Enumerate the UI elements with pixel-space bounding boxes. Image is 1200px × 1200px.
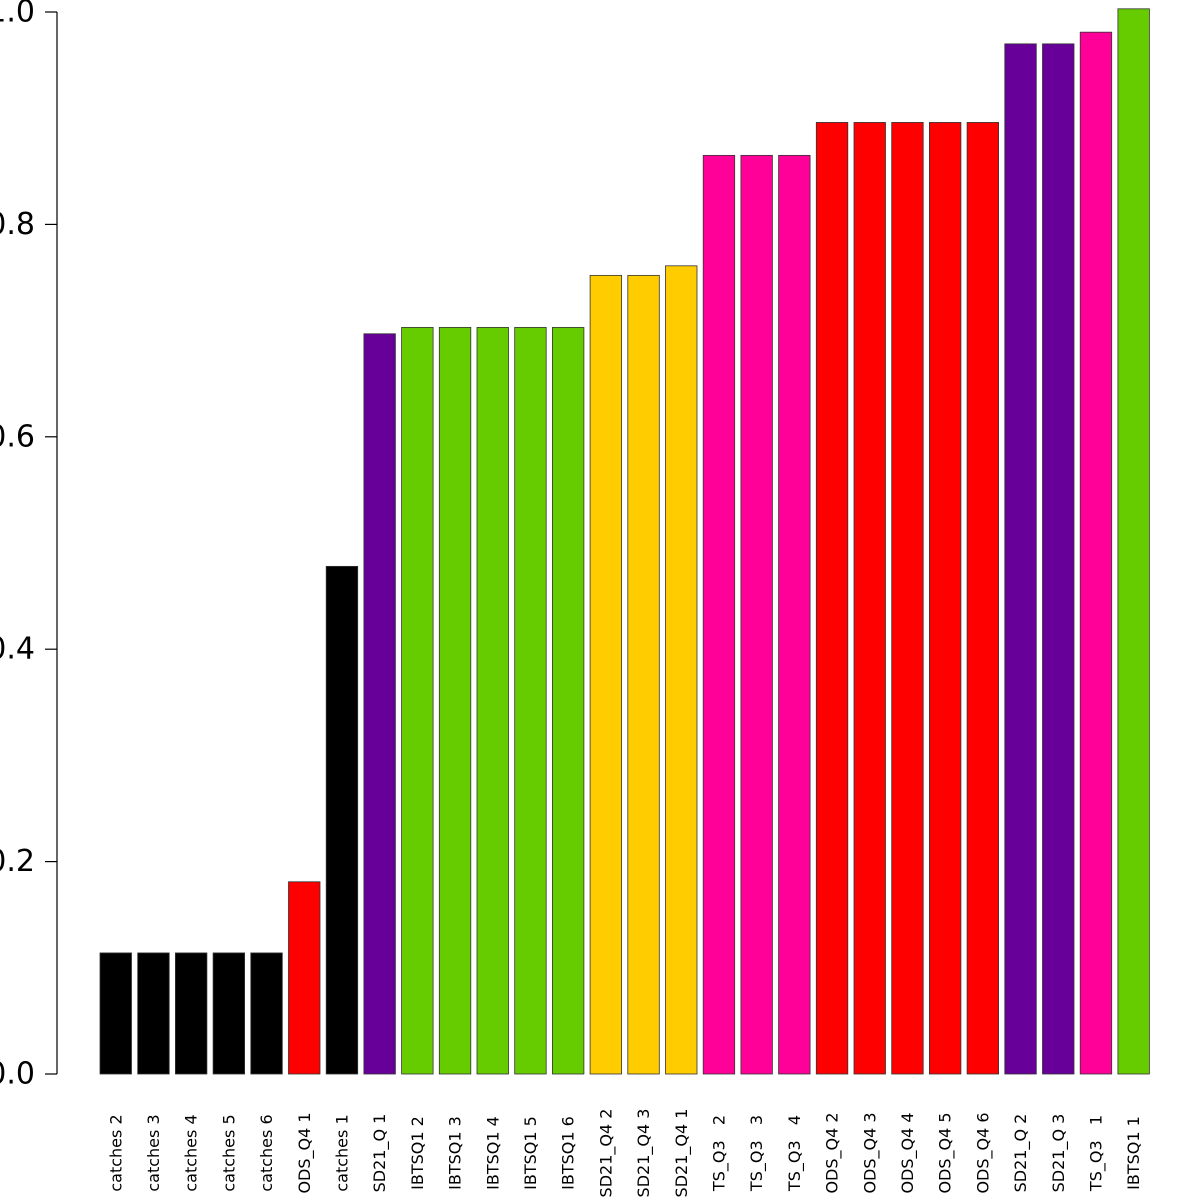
bar xyxy=(250,952,283,1075)
category-label: SD21_Q 1 xyxy=(370,1114,390,1193)
bar xyxy=(665,265,698,1075)
bar xyxy=(1042,43,1075,1075)
category-label: IBTSQ1 5 xyxy=(521,1116,540,1190)
category-label: ODS_Q4 1 xyxy=(295,1112,315,1193)
bar xyxy=(325,565,359,1075)
category-label: catches 5 xyxy=(219,1114,238,1191)
category-label: SD21_Q4 2 xyxy=(596,1109,616,1198)
category-label: IBTSQ1 3 xyxy=(446,1116,465,1190)
bar xyxy=(514,327,547,1075)
bar xyxy=(401,327,434,1075)
bar xyxy=(99,952,132,1075)
category-label: catches 3 xyxy=(144,1114,163,1191)
bar xyxy=(589,274,622,1075)
category-label: TS_Q3 2 xyxy=(709,1115,729,1192)
category-label: catches 2 xyxy=(106,1114,125,1191)
y-tick-label: 1.0 xyxy=(0,0,35,30)
category-label: TS_Q3 4 xyxy=(785,1115,805,1192)
category-label: IBTSQ1 1 xyxy=(1124,1116,1143,1190)
bar xyxy=(966,122,999,1075)
bar xyxy=(438,327,472,1075)
bar xyxy=(702,154,736,1075)
bars xyxy=(99,8,1150,1075)
category-label: SD21_Q4 1 xyxy=(672,1109,692,1198)
category-label: SD21_Q4 3 xyxy=(634,1109,654,1198)
category-label: catches 4 xyxy=(182,1114,201,1191)
category-label: TS_Q3 1 xyxy=(1086,1115,1106,1192)
category-label: ODS_Q4 5 xyxy=(936,1112,956,1193)
y-tick-label: 0.4 xyxy=(0,632,35,667)
category-label: catches 1 xyxy=(332,1114,351,1191)
bar xyxy=(1117,8,1150,1075)
bar xyxy=(552,327,585,1075)
y-tick-label: 0.2 xyxy=(0,844,35,879)
category-label: TS_Q3 3 xyxy=(747,1115,767,1192)
category-label: catches 6 xyxy=(257,1114,276,1191)
category-label: ODS_Q4 6 xyxy=(973,1112,993,1193)
bar xyxy=(891,122,924,1075)
category-label: ODS_Q4 4 xyxy=(898,1112,918,1193)
bar xyxy=(1004,43,1037,1075)
bar xyxy=(853,122,886,1075)
bar xyxy=(212,952,246,1075)
category-label: ODS_Q4 3 xyxy=(860,1112,880,1193)
bar xyxy=(476,327,509,1075)
bar xyxy=(363,333,396,1075)
y-tick-label: 0.8 xyxy=(0,207,35,242)
bar xyxy=(137,952,170,1075)
category-label: IBTSQ1 6 xyxy=(559,1116,578,1190)
y-axis: 0.0 0.2 0.4 0.6 0.8 1.0 xyxy=(0,0,58,1092)
bar xyxy=(778,154,811,1075)
category-label: SD21_Q 2 xyxy=(1011,1114,1031,1193)
y-tick-label: 0.0 xyxy=(0,1057,35,1092)
category-label: IBTSQ1 2 xyxy=(408,1116,427,1190)
category-label: IBTSQ1 4 xyxy=(483,1116,502,1190)
bar xyxy=(288,881,321,1075)
y-tick-label: 0.6 xyxy=(0,419,35,454)
bar xyxy=(174,952,208,1075)
bar xyxy=(740,154,773,1075)
bar xyxy=(815,122,849,1075)
bar xyxy=(1079,31,1113,1075)
bar xyxy=(929,122,962,1075)
category-labels: catches 2 catches 3 catches 4 catches 5 catc… xyxy=(106,1109,1143,1198)
bar xyxy=(627,274,660,1075)
category-label: ODS_Q4 2 xyxy=(823,1112,843,1193)
category-label: SD21_Q 3 xyxy=(1049,1114,1069,1193)
